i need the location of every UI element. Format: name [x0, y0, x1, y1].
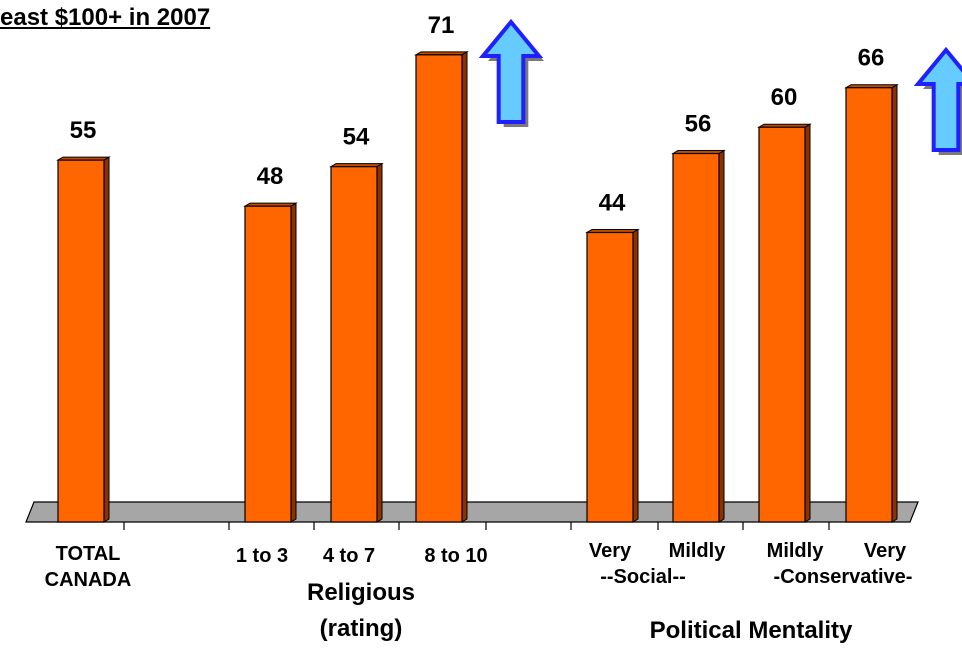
data-label: 55	[70, 117, 97, 144]
data-label: 44	[599, 189, 626, 216]
group-label-line: Religious	[306, 579, 415, 606]
bar	[414, 50, 469, 523]
category-sublabel: --Social--	[563, 564, 723, 590]
data-label: 66	[858, 45, 885, 72]
group-label-line: (rating)	[319, 615, 403, 642]
category-sublabel-line: --Social--	[600, 566, 686, 588]
category-label-line: 4 to 7	[322, 545, 376, 567]
bar-side	[290, 202, 297, 523]
bar	[844, 83, 899, 523]
data-label: 54	[343, 124, 370, 151]
data-label: 71	[428, 12, 455, 39]
bar-front	[244, 205, 292, 523]
category-label: Very	[810, 538, 960, 564]
category-label: Mildly	[622, 538, 772, 564]
group-label: Political Mentality	[601, 613, 901, 649]
arrow-shape	[478, 18, 544, 124]
category-label-line: CANADA	[44, 569, 132, 591]
group-label: Religious (rating)	[251, 575, 471, 647]
bar	[671, 149, 726, 523]
category-sublabel-line: -Conservative-	[773, 566, 913, 588]
bar-front	[845, 87, 893, 523]
arrow-shape	[913, 46, 962, 152]
data-label: 60	[771, 84, 798, 111]
bar-side	[804, 123, 811, 523]
bar	[585, 228, 640, 523]
category-label: 4 to 7	[274, 543, 424, 569]
category-label: 1 to 3	[187, 543, 337, 569]
bar	[56, 156, 111, 523]
bar-front	[672, 152, 720, 523]
category-label: Very	[535, 538, 685, 564]
bar-side	[376, 162, 383, 523]
up-arrow-icon	[913, 46, 962, 155]
category-label-line: TOTAL	[55, 543, 121, 565]
category-label-line: 8 to 10	[424, 545, 488, 567]
data-label: 56	[685, 111, 712, 138]
bar-side	[103, 156, 110, 523]
category-label-line: Mildly	[668, 540, 726, 562]
bar-front	[57, 159, 105, 523]
bar-side	[461, 50, 468, 523]
category-label: Mildly	[720, 538, 870, 564]
category-label-line: Mildly	[766, 540, 824, 562]
category-label-line: Very	[863, 540, 907, 562]
bar	[757, 123, 812, 523]
category-label: 8 to 10	[381, 543, 531, 569]
category-label-line: Very	[588, 540, 632, 562]
category-label: TOTAL CANADA	[13, 541, 163, 593]
up-arrow-icon	[478, 18, 544, 127]
bar-front	[758, 126, 806, 523]
bar-side	[718, 149, 725, 523]
bar	[243, 202, 298, 523]
category-sublabel: -Conservative-	[743, 564, 943, 590]
data-label: 48	[257, 163, 284, 190]
bar-front	[586, 231, 634, 523]
bar	[329, 162, 384, 523]
chart-title: east $100+ in 2007	[0, 4, 211, 31]
category-label-line: 1 to 3	[235, 545, 289, 567]
group-label-line: Political Mentality	[649, 617, 853, 644]
bar-front	[330, 166, 378, 523]
bar-side	[891, 83, 898, 523]
bar-front	[415, 54, 463, 523]
bar-side	[632, 228, 639, 523]
